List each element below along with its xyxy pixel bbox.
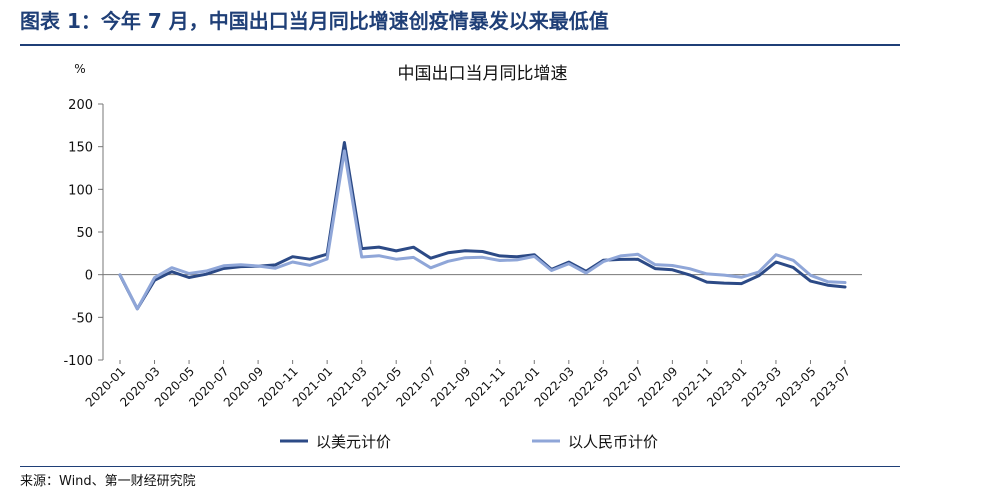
legend-label: 以人民币计价	[568, 433, 658, 451]
legend-label: 以美元计价	[316, 433, 391, 451]
figure-header: 图表 1：今年 7 月，中国出口当月同比增速创疫情暴发以来最低值	[20, 4, 900, 46]
y-tick-label: 50	[76, 226, 93, 241]
y-tick-label: 0	[85, 269, 93, 284]
y-tick-label: 100	[68, 183, 93, 198]
y-tick-label: 200	[68, 98, 93, 113]
y-tick-label: -100	[63, 354, 93, 369]
y-tick-label: -50	[72, 311, 93, 326]
source-note: 来源：Wind、第一财经研究院	[20, 474, 196, 489]
chart-title: 中国出口当月同比增速	[398, 64, 568, 84]
figure-title: 图表 1：今年 7 月，中国出口当月同比增速创疫情暴发以来最低值	[20, 9, 609, 33]
y-tick-label: 150	[68, 141, 93, 156]
y-axis-unit: %	[74, 62, 85, 76]
series-line-2	[118, 149, 847, 311]
header-divider	[20, 44, 900, 46]
footer-divider	[20, 466, 900, 467]
series-line-1	[118, 141, 847, 311]
